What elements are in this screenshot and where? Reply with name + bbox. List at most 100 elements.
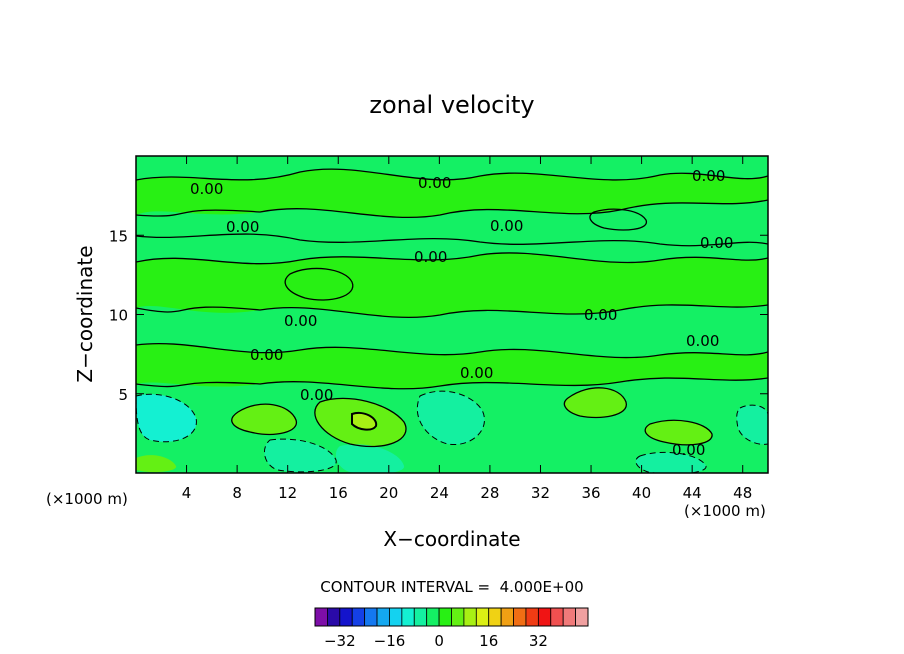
colorbar — [314, 607, 589, 627]
colorbar-tick-label: −32 — [324, 632, 356, 650]
contour-label: 0.00 — [284, 312, 317, 330]
negative-area-5 — [635, 452, 707, 473]
contour-line-7 — [136, 377, 768, 390]
x-tick-label: 8 — [232, 484, 242, 502]
y-tick-label: 5 — [118, 386, 128, 404]
negative-contour-3 — [263, 438, 337, 473]
contour-loop-1 — [284, 267, 354, 301]
contour-label: 0.00 — [584, 306, 617, 324]
x-axis-label: X−coordinate — [383, 527, 520, 551]
contour-loop-7 — [644, 419, 713, 446]
colorbar-tick-label: 16 — [479, 632, 498, 650]
colorbar-frame — [314, 607, 589, 627]
contour-label: 0.00 — [250, 346, 283, 364]
colorbar-swatch — [413, 607, 428, 627]
colorbar-swatch — [426, 607, 440, 627]
negative-contour-1 — [136, 393, 197, 443]
colorbar-swatch — [463, 607, 477, 627]
x-tick-label: 4 — [182, 484, 192, 502]
contour-label: 0.00 — [672, 441, 705, 459]
contour-loop-2 — [589, 208, 647, 231]
contour-line-1 — [136, 168, 768, 181]
x-unit-right: (×1000 m) — [684, 502, 766, 520]
x-tick-label: 48 — [733, 484, 752, 502]
colorbar-swatch — [327, 607, 341, 627]
positive-band-upper — [136, 169, 768, 218]
contour-label: 0.00 — [190, 180, 223, 198]
colorbar-swatch — [475, 607, 490, 627]
contour-label: 0.00 — [460, 364, 493, 382]
contour-loop-3 — [231, 403, 297, 435]
contour-field — [136, 156, 768, 473]
colorbar-tick-label: −16 — [374, 632, 406, 650]
contour-label: 0.00 — [692, 167, 725, 185]
x-unit-left: (×1000 m) — [46, 490, 128, 508]
colorbar-swatch — [364, 607, 378, 627]
colorbar-tick-label: 32 — [529, 632, 548, 650]
x-tick-label: 32 — [531, 484, 550, 502]
colorbar-swatch — [550, 607, 564, 627]
y-tick-label: 10 — [109, 307, 128, 325]
contour-label: 0.00 — [300, 386, 333, 404]
colorbar-swatch — [513, 607, 527, 627]
colorbar-tick-label: 0 — [434, 632, 444, 650]
contour-line-6 — [136, 342, 768, 359]
positive-band-lower — [136, 343, 768, 389]
colorbar-swatch — [438, 607, 452, 627]
contour-interval-text: CONTOUR INTERVAL = 4.000E+00 — [320, 578, 583, 596]
colorbar-swatch — [401, 607, 415, 627]
contour-label: 0.00 — [418, 174, 451, 192]
negative-contour-5 — [736, 404, 768, 445]
contour-label: 0.00 — [226, 218, 259, 236]
contour-label: 0.00 — [700, 234, 733, 252]
negative-contour-2 — [416, 390, 485, 446]
negative-area-3 — [264, 439, 337, 472]
contour-line-5 — [136, 304, 768, 318]
colorbar-swatch — [575, 607, 589, 627]
positive-peak-1 — [231, 404, 297, 435]
positive-peak-4 — [645, 420, 713, 445]
negative-area-6 — [736, 405, 768, 445]
colorbar-swatch — [500, 607, 514, 627]
x-tick-label: 40 — [632, 484, 651, 502]
contour-label: 0.00 — [686, 332, 719, 350]
colorbar-swatch — [537, 607, 552, 627]
y-axis-label: Z−coordinate — [73, 245, 97, 382]
x-tick-label: 36 — [581, 484, 600, 502]
x-tick-label: 16 — [329, 484, 348, 502]
x-tick-label: 12 — [278, 484, 297, 502]
positive-peak-3 — [564, 387, 627, 418]
contour-line-4 — [136, 252, 768, 265]
contour-loop-5 — [351, 412, 378, 431]
colorbar-ticks: −32 −16 0 16 32 — [324, 632, 548, 650]
colorbar-swatch — [488, 607, 502, 627]
contour-line-3 — [136, 233, 768, 247]
positive-peak-5 — [136, 455, 177, 473]
x-tick-label: 24 — [430, 484, 449, 502]
x-tick-label: 28 — [480, 484, 499, 502]
positive-band-middle — [136, 252, 768, 318]
x-tick-label: 20 — [379, 484, 398, 502]
x-axis-ticks: 4 8 12 16 20 24 28 32 36 40 44 48 — [182, 156, 752, 502]
contour-loop-6 — [563, 387, 627, 419]
negative-area-2 — [417, 391, 485, 445]
colorbar-swatch — [314, 607, 328, 627]
negative-area-4 — [335, 444, 405, 473]
contour-loop-4 — [314, 397, 407, 448]
colorbar-swatch — [376, 607, 390, 627]
colorbar-swatch — [525, 607, 539, 627]
colorbar-swatch — [351, 607, 366, 627]
colorbar-swatch — [339, 607, 353, 627]
x-tick-label: 44 — [683, 484, 702, 502]
colorbar-swatch — [562, 607, 576, 627]
contour-labels: 0.00 0.00 0.00 0.00 0.00 0.00 0.00 0.00 … — [190, 167, 733, 459]
negative-contour-4 — [635, 451, 707, 473]
contour-label: 0.00 — [414, 248, 447, 266]
colorbar-swatch — [389, 607, 403, 627]
colorbar-swatch — [451, 607, 465, 627]
chart-title: zonal velocity — [369, 91, 534, 119]
contour-label: 0.00 — [490, 217, 523, 235]
y-tick-label: 15 — [109, 227, 128, 245]
negative-area-1 — [136, 394, 197, 442]
